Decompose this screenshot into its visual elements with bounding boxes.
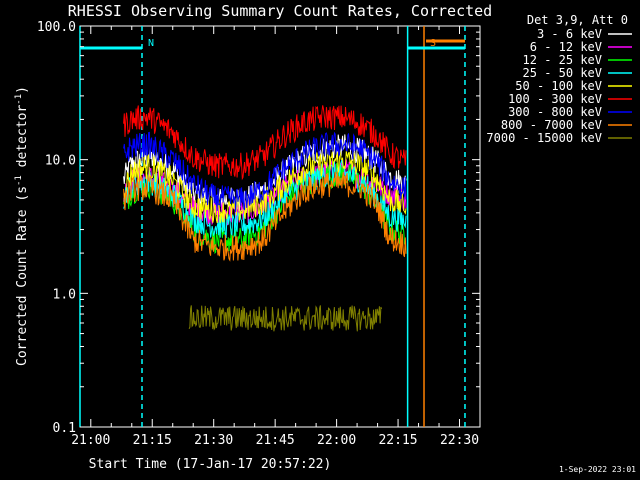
y-tick-label: 0.1 <box>53 421 76 436</box>
y-axis-label-end: ) <box>15 86 30 94</box>
x-tick-label: 21:45 <box>256 433 295 448</box>
legend-item-label: 7000 - 15000 keV <box>486 131 602 145</box>
legend-item-label: 3 - 6 keV <box>537 27 602 41</box>
overlay-label: S <box>430 38 436 49</box>
y-axis-label: Corrected Count Rate (s-1 detector-1) <box>14 86 30 366</box>
legend-item-label: 6 - 12 keV <box>530 40 602 54</box>
legend-item-label: 50 - 100 keV <box>515 79 602 93</box>
series-line <box>123 159 407 239</box>
y-tick-label: 100.0 <box>37 20 76 35</box>
legend-item-label: 25 - 50 keV <box>523 66 602 80</box>
series-line <box>123 171 407 262</box>
x-tick-label: 21:30 <box>194 433 233 448</box>
series-line <box>123 105 407 181</box>
y-axis-label-exp2: -1 <box>14 94 24 105</box>
y-tick-label: 1.0 <box>53 287 76 302</box>
series-line <box>188 305 383 332</box>
legend-item-label: 100 - 300 keV <box>508 92 602 106</box>
legend-header: Det 3,9, Att 0 <box>527 13 628 27</box>
chart-title: RHESSI Observing Summary Count Rates, Co… <box>68 2 492 20</box>
x-tick-label: 22:00 <box>317 433 356 448</box>
y-axis-label-mid: detector <box>15 105 30 176</box>
series-group <box>123 105 407 332</box>
legend-item-label: 12 - 25 keV <box>523 53 602 67</box>
x-axis-label: Start Time (17-Jan-17 20:57:22) <box>89 457 332 472</box>
y-tick-label: 10.0 <box>45 154 76 169</box>
legend-item-label: 800 - 7000 keV <box>501 118 602 132</box>
x-tick-label: 22:30 <box>440 433 479 448</box>
overlay-label: N <box>148 38 154 49</box>
y-axis: 100.0 10.0 1.0 0.1 <box>37 20 480 436</box>
x-tick-label: 22:15 <box>378 433 417 448</box>
series-line <box>123 131 407 212</box>
footer-date: 1-Sep-2022 23:01 <box>559 465 636 474</box>
x-tick-label: 21:15 <box>133 433 172 448</box>
y-axis-label-main: Corrected Count Rate (s <box>15 186 30 366</box>
y-axis-label-exp1: -1 <box>14 175 24 186</box>
x-tick-label: 21:00 <box>71 433 110 448</box>
legend-item-label: 300 - 800 keV <box>508 105 602 119</box>
series-line <box>123 149 407 224</box>
x-axis: 21:00 21:15 21:30 21:45 22:00 22:15 22:30 <box>71 26 481 448</box>
